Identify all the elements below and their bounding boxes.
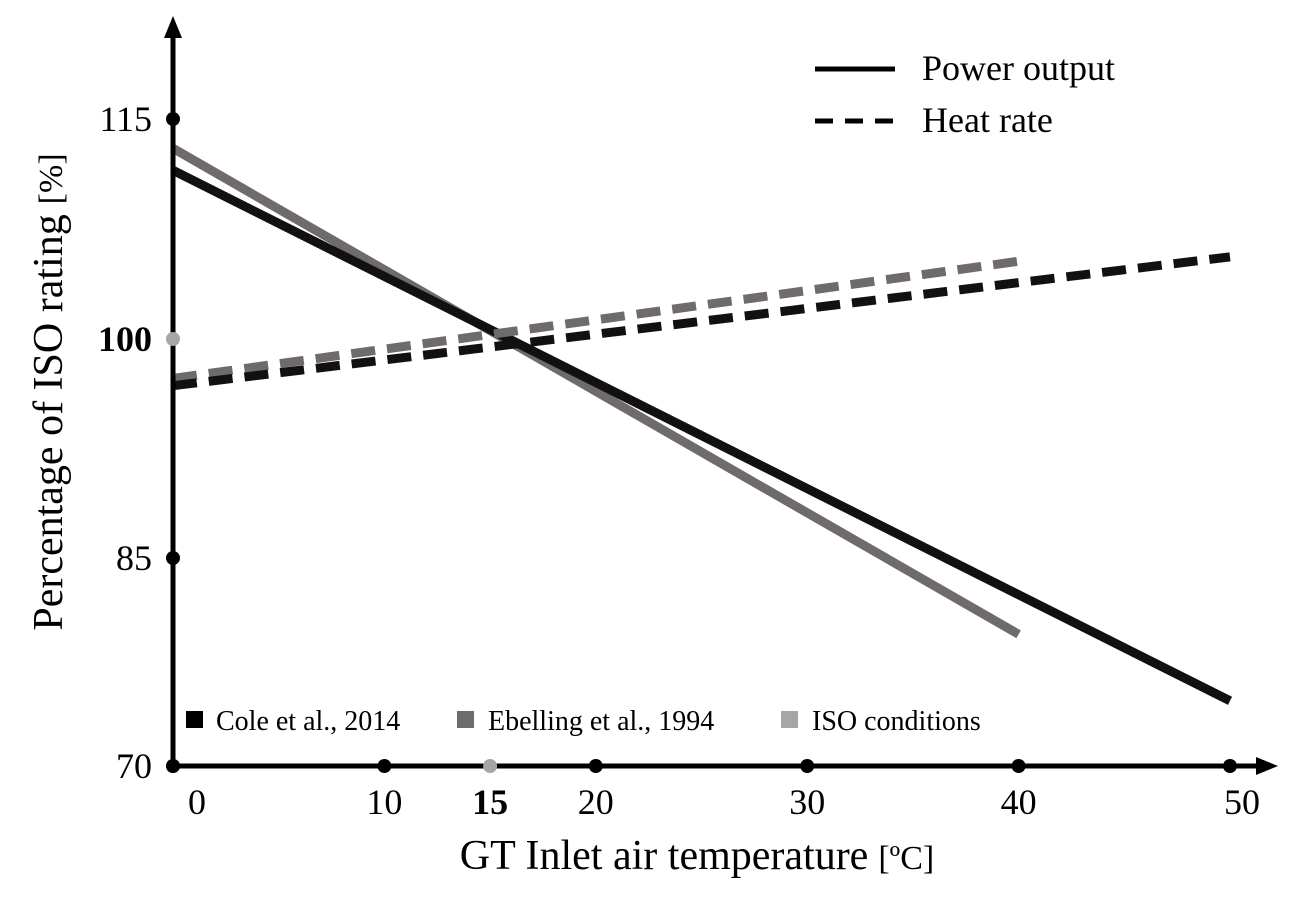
legend-heat-rate-label: Heat rate [922, 100, 1053, 140]
ticks: 0 10 15 20 30 40 50 70 85 100 115 [98, 99, 1260, 822]
x-tick-label: 30 [789, 782, 825, 822]
legend-label-ebelling: Ebelling et al., 1994 [488, 706, 714, 737]
series-line-power-output-ebelling [170, 144, 1021, 639]
legend-sources: Cole et al., 2014 Ebelling et al., 1994 … [186, 706, 981, 737]
y-tick-label: 100 [98, 319, 152, 359]
legend-swatch-cole [186, 711, 203, 728]
legend-swatch-iso [781, 711, 798, 728]
x-tick-label: 0 [188, 782, 206, 822]
y-tick-marker [166, 112, 180, 126]
series-line-heat-rate-ebelling [172, 256, 1020, 383]
x-tick-label: 15 [472, 782, 508, 822]
x-tick-marker [1223, 759, 1237, 773]
x-tick-label: 50 [1224, 782, 1260, 822]
series-layer [170, 144, 1233, 705]
legend-swatch-ebelling [457, 711, 474, 728]
x-tick-marker [800, 759, 815, 773]
legend-label-cole: Cole et al., 2014 [216, 706, 400, 737]
x-tick-label: 40 [1001, 782, 1037, 822]
x-tick-label: 10 [366, 782, 402, 822]
x-axis-label-text: GT Inlet air temperature [460, 833, 869, 879]
y-tick-label: 85 [116, 538, 152, 578]
x-axis-label-unit: [ºC] [878, 840, 934, 877]
x-tick-marker [588, 759, 603, 773]
x-tick-marker [1011, 759, 1026, 773]
legend-linestyle: Power output Heat rate [815, 48, 1115, 140]
axes [164, 16, 1278, 775]
y-tick-marker [166, 551, 180, 565]
series-line-heat-rate-cole [172, 252, 1231, 391]
legend-label-iso: ISO conditions [812, 706, 981, 737]
y-axis-label-unit: [%] [33, 153, 70, 204]
y-tick-marker [166, 332, 180, 346]
x-tick-label: 20 [578, 782, 614, 822]
y-tick-label: 115 [99, 99, 152, 139]
x-axis-label: GT Inlet air temperature [ºC] [460, 833, 934, 879]
y-axis-label: Percentage of ISO rating [%] [26, 153, 72, 630]
y-axis-label-text: Percentage of ISO rating [26, 214, 72, 630]
x-tick-marker [483, 759, 498, 773]
y-tick-marker [166, 759, 180, 773]
series-line-power-output-cole [170, 166, 1233, 705]
y-tick-label: 70 [116, 746, 152, 786]
x-axis-arrow-icon [1256, 757, 1278, 775]
legend-power-output-label: Power output [922, 48, 1115, 88]
x-tick-marker [377, 759, 392, 773]
y-axis-arrow-icon [164, 16, 182, 38]
